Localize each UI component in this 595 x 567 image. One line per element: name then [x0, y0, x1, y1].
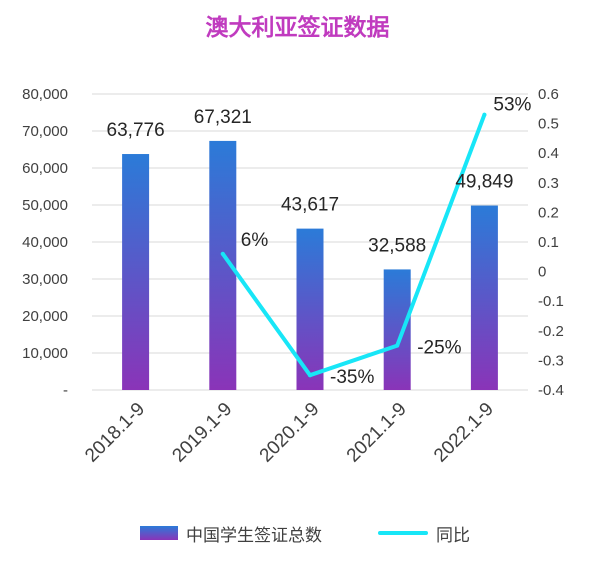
bar-data-label: 49,849 — [455, 172, 513, 193]
x-tick-label: 2018.1-9 — [81, 399, 149, 467]
y-tick-label: 10,000 — [22, 345, 68, 362]
y-tick-label: 60,000 — [22, 160, 68, 177]
bar-data-label: 67,321 — [194, 107, 252, 128]
y2-tick-label: -0.2 — [538, 323, 564, 340]
line-data-label: -25% — [417, 338, 461, 359]
line-data-label: 6% — [241, 230, 269, 251]
y-tick-label: 70,000 — [22, 123, 68, 140]
y2-tick-label: -0.4 — [538, 382, 564, 399]
legend-line-label: 同比 — [436, 525, 470, 546]
bar — [122, 154, 150, 390]
bar-data-label: 63,776 — [107, 120, 165, 141]
y2-tick-label: 0.6 — [538, 86, 559, 103]
y2-tick-label: 0.4 — [538, 145, 559, 162]
yoy-point — [395, 343, 400, 348]
y-tick-label: 30,000 — [22, 271, 68, 288]
chart-title: 澳大利亚签证数据 — [205, 15, 390, 41]
yoy-line — [220, 112, 487, 378]
y2-tick-label: 0.2 — [538, 204, 559, 221]
legend-item-bar: 中国学生签证总数 — [140, 520, 322, 546]
x-tick-label: 2022.1-9 — [430, 399, 498, 467]
legend-item-line: 同比 — [378, 520, 470, 546]
legend-line-swatch — [378, 531, 428, 535]
yoy-point — [482, 112, 487, 117]
legend: 中国学生签证总数 同比 — [0, 520, 595, 546]
y2-tick-label: -0.3 — [538, 352, 564, 369]
y-tick-label: 40,000 — [22, 234, 68, 251]
yoy-point — [220, 251, 225, 256]
y-tick-label: 20,000 — [22, 308, 68, 325]
x-tick-label: 2020.1-9 — [256, 399, 324, 467]
y2-tick-label: 0.1 — [538, 234, 559, 251]
bar — [383, 269, 411, 390]
bar-data-label: 43,617 — [281, 195, 339, 216]
y2-tick-label: 0 — [538, 264, 546, 281]
line-data-label: -35% — [330, 367, 374, 388]
data-labels: 63,776 67,321 43,617 32,588 49,849 6% -35% -25%… — [107, 95, 532, 388]
bar — [296, 228, 324, 390]
x-tick-label: 2021.1-9 — [343, 399, 411, 467]
y2-tick-label: -0.1 — [538, 293, 564, 310]
line-series — [220, 112, 487, 378]
bar-data-label: 32,588 — [368, 235, 426, 256]
legend-bar-label: 中国学生签证总数 — [186, 525, 322, 546]
left-axis: - 10,000 20,000 30,000 40,000 50,000 60,000 70,… — [22, 86, 68, 399]
category-axis: 2018.1-9 2019.1-9 2020.1-9 2021.1-9 2022.1-9 — [81, 399, 498, 467]
yoy-point — [308, 373, 312, 378]
line-data-label: 53% — [493, 95, 531, 116]
x-tick-label: 2019.1-9 — [168, 399, 236, 467]
y-tick-label: 80,000 — [22, 86, 68, 103]
y2-tick-label: 0.5 — [538, 116, 559, 133]
bar — [470, 205, 498, 390]
legend-bar-swatch — [140, 526, 178, 540]
y2-tick-label: 0.3 — [538, 175, 559, 192]
y-tick-label: 50,000 — [22, 197, 68, 214]
right-axis: -0.4 -0.3 -0.2 -0.1 0 0.1 0.2 0.3 0.4 0.5 0.6 — [538, 86, 564, 399]
y-tick-label: - — [63, 382, 68, 399]
